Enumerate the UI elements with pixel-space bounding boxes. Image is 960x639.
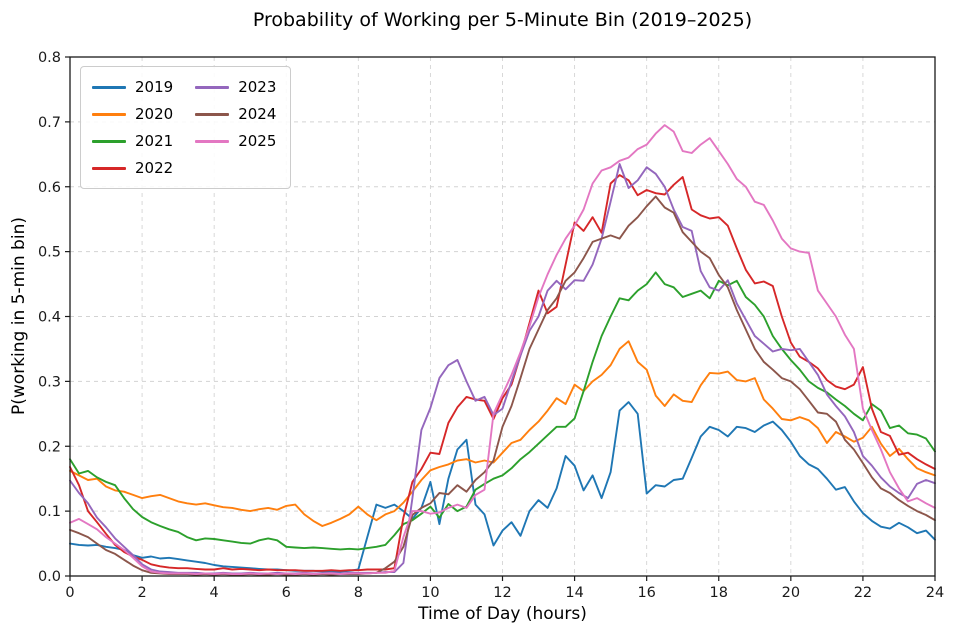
legend-item-2025: 2025: [195, 130, 276, 152]
legend-line-swatch: [195, 85, 230, 89]
y-tick-label: 0.4: [38, 310, 61, 326]
legend-line-swatch: [92, 112, 126, 116]
legend-line-swatch: [92, 166, 126, 170]
y-tick-label: 0.3: [38, 374, 61, 390]
y-tick-label: 0.5: [38, 245, 61, 261]
legend-item-2024: 2024: [195, 103, 276, 125]
legend-line-swatch: [195, 139, 230, 143]
x-tick-label: 2: [137, 585, 146, 601]
x-tick-label: 16: [637, 585, 655, 601]
x-tick-label: 4: [210, 585, 219, 601]
legend-label: 2024: [238, 104, 277, 123]
legend-item-2021: 2021: [92, 130, 173, 152]
legend-item-2019: 2019: [92, 76, 173, 98]
legend-item-2022: 2022: [92, 157, 173, 179]
x-tick-label: 12: [493, 585, 511, 601]
y-tick-label: 0.0: [38, 569, 61, 585]
legend-label: 2019: [135, 77, 174, 96]
legend-line-swatch: [92, 85, 126, 89]
legend-line-swatch: [195, 112, 230, 116]
legend-line-swatch: [92, 139, 126, 143]
x-tick-label: 24: [926, 585, 944, 601]
legend-item-2020: 2020: [92, 103, 173, 125]
tick-labels: 0 2 4 6 8 10 12 14 16 18 20 22 240.00.10.20.30.40.50…: [38, 50, 944, 601]
y-tick-label: 0.2: [38, 439, 61, 455]
legend-label: 2025: [238, 131, 277, 150]
series-line-2025: [69, 124, 936, 576]
y-tick-label: 0.6: [38, 180, 61, 196]
series-line-2022: [69, 174, 936, 572]
legend-label: 2022: [135, 158, 174, 177]
series-line-2020: [69, 340, 936, 527]
x-tick-label: 14: [565, 585, 583, 601]
y-tick-label: 0.8: [38, 50, 61, 66]
legend-label: 2020: [135, 104, 174, 123]
chart-title: Probability of Working per 5-Minute Bin …: [252, 9, 753, 31]
x-tick-label: 10: [421, 585, 439, 601]
series-line-2021: [69, 271, 936, 551]
y-tick-label: 0.1: [38, 504, 61, 520]
y-axis-label: P(working in 5-min bin): [9, 217, 29, 415]
axis-ticks: [65, 56, 936, 581]
legend: 2019 2020 2021 2022 2023 2024 2025: [80, 66, 292, 189]
x-tick-label: 18: [710, 585, 728, 601]
x-axis-label: Time of Day (hours): [418, 604, 587, 624]
x-tick-label: 6: [282, 585, 291, 601]
x-tick-label: 22: [854, 585, 872, 601]
y-tick-label: 0.7: [38, 115, 61, 131]
x-tick-label: 0: [65, 585, 74, 601]
x-tick-label: 20: [782, 585, 800, 601]
legend-item-2023: 2023: [195, 76, 276, 98]
series-line-2019: [69, 401, 936, 573]
legend-label: 2023: [238, 77, 277, 96]
x-tick-label: 8: [354, 585, 363, 601]
legend-label: 2021: [135, 131, 174, 150]
